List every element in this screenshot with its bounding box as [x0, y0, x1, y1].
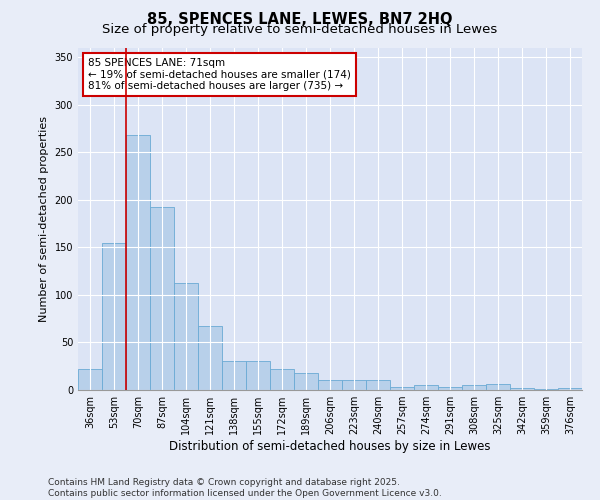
Bar	[366, 380, 390, 390]
X-axis label: Distribution of semi-detached houses by size in Lewes: Distribution of semi-detached houses by …	[169, 440, 491, 453]
Bar	[534, 389, 558, 390]
Bar	[462, 385, 486, 390]
Bar	[390, 387, 414, 390]
Bar	[438, 387, 462, 390]
Bar	[414, 385, 438, 390]
Bar	[270, 369, 294, 390]
Bar	[294, 373, 318, 390]
Text: Contains HM Land Registry data © Crown copyright and database right 2025.
Contai: Contains HM Land Registry data © Crown c…	[48, 478, 442, 498]
Text: 85, SPENCES LANE, LEWES, BN7 2HQ: 85, SPENCES LANE, LEWES, BN7 2HQ	[147, 12, 453, 28]
Text: 85 SPENCES LANE: 71sqm
← 19% of semi-detached houses are smaller (174)
81% of se: 85 SPENCES LANE: 71sqm ← 19% of semi-det…	[88, 58, 351, 91]
Bar	[150, 208, 174, 390]
Bar	[510, 388, 534, 390]
Y-axis label: Number of semi-detached properties: Number of semi-detached properties	[39, 116, 49, 322]
Bar	[222, 362, 246, 390]
Bar	[198, 326, 222, 390]
Text: Size of property relative to semi-detached houses in Lewes: Size of property relative to semi-detach…	[103, 22, 497, 36]
Bar	[246, 362, 270, 390]
Bar	[486, 384, 510, 390]
Bar	[102, 244, 126, 390]
Bar	[342, 380, 366, 390]
Bar	[78, 369, 102, 390]
Bar	[126, 135, 150, 390]
Bar	[174, 284, 198, 390]
Bar	[318, 380, 342, 390]
Bar	[558, 388, 582, 390]
